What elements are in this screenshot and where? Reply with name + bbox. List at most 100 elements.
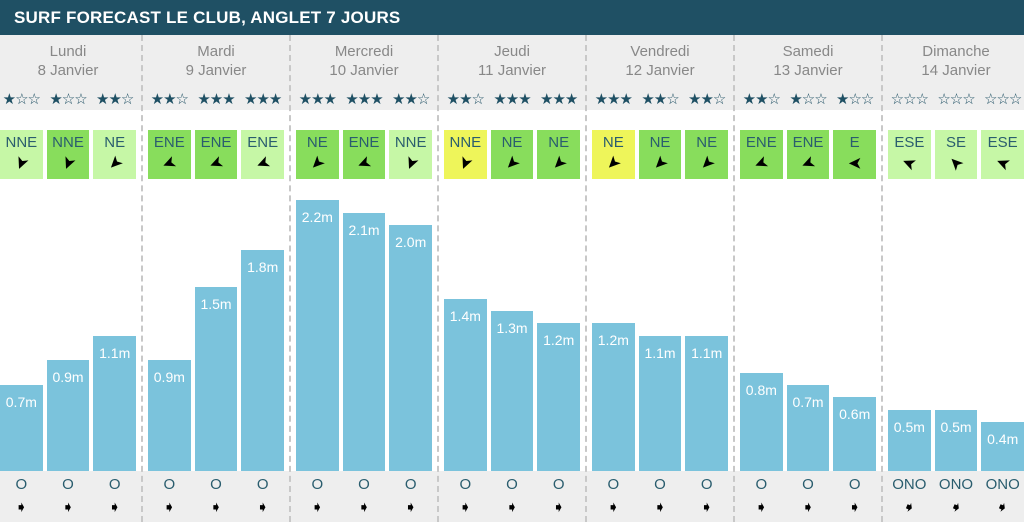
day-label: Lundi 8 Janvier xyxy=(0,42,136,80)
wind-direction-box: ENE ➤ xyxy=(786,130,830,179)
rating-stars: ★☆☆ xyxy=(49,91,87,108)
wind-arrow-icon: ➤ xyxy=(454,152,478,174)
wind-direction-box: NE ➤ xyxy=(638,130,682,179)
rating-stars: ★★★ xyxy=(594,91,633,108)
day-column: 0.7m 0.9m 1.1m Lundi 8 Janvier ★☆☆ ★☆☆ ★★☆ NNE ➤ N… xyxy=(0,35,143,522)
swell-direction-label: O xyxy=(552,476,565,493)
wind-direction-label: NE xyxy=(602,134,624,151)
swell-arrow-icon: ➧ xyxy=(700,499,713,516)
day-label: Mercredi 10 Janvier xyxy=(296,42,432,80)
wind-direction-label: ESE xyxy=(987,134,1018,151)
day-name: Dimanche xyxy=(922,43,990,60)
wind-direction-box: NE ➤ xyxy=(93,130,137,179)
swell-arrow-icon: ➧ xyxy=(848,499,861,516)
swell-direction-label: O xyxy=(358,476,370,493)
wind-arrow-icon: ➤ xyxy=(103,151,127,176)
wave-height-bar: 0.8m xyxy=(740,372,783,471)
rating-stars: ★★☆ xyxy=(96,91,134,108)
wind-direction-label: ENE xyxy=(348,134,380,151)
wind-direction-box: ENE ➤ xyxy=(194,130,238,179)
swell-direction-label: ONO xyxy=(892,476,927,493)
wind-arrow-icon: ➤ xyxy=(305,151,330,176)
rating-stars: ★★☆ xyxy=(688,91,726,108)
wind-arrow-icon: ➤ xyxy=(252,151,274,175)
swell-arrow-icon: ➧ xyxy=(993,497,1012,518)
wind-direction-box: ESE ➤ xyxy=(888,130,931,179)
wind-arrow-icon: ➤ xyxy=(500,151,525,176)
wind-direction-label: SE xyxy=(946,134,967,151)
wind-direction-box: ESE ➤ xyxy=(981,130,1024,179)
day-column: 1.2m 1.1m 1.1m Vendredi 12 Janvier ★★★ ★★☆ ★★☆ N… xyxy=(587,35,735,522)
wind-arrow-icon: ➤ xyxy=(205,151,227,175)
swell-arrow-icon: ➧ xyxy=(459,499,472,516)
wind-arrow-icon: ➤ xyxy=(695,151,719,176)
day-name: Vendredi xyxy=(630,43,690,60)
wind-direction-label: NE xyxy=(649,134,671,151)
wave-height-bar: 1.2m xyxy=(537,323,581,471)
wave-height-bar: 1.4m xyxy=(444,298,487,471)
swell-direction-band xyxy=(0,471,1024,522)
rating-stars: ★★★ xyxy=(298,91,337,108)
day-column: 0.5m 0.5m 0.4m Dimanche 14 Janvier ☆☆☆ ☆☆☆ ☆☆☆ E… xyxy=(883,35,1024,522)
swell-arrow-icon: ➧ xyxy=(404,499,417,516)
day-label: Vendredi 12 Janvier xyxy=(592,42,728,80)
wind-direction-label: ESE xyxy=(894,134,925,151)
swell-arrow-icon: ➧ xyxy=(311,499,324,516)
day-date: 8 Janvier xyxy=(37,62,99,79)
swell-arrow-icon: ➧ xyxy=(653,499,667,516)
page-title: SURF FORECAST LE CLUB, ANGLET 7 JOURS xyxy=(0,0,1024,35)
swell-arrow-icon: ➧ xyxy=(505,499,519,516)
wind-direction-box: NE ➤ xyxy=(537,130,581,179)
wind-direction-box: NNE ➤ xyxy=(444,130,487,179)
day-name: Mercredi xyxy=(334,43,394,60)
day-date: 10 Janvier xyxy=(329,62,399,79)
rating-stars: ★★☆ xyxy=(641,91,679,108)
swell-direction-label: O xyxy=(311,476,324,493)
wave-height-bar: 1.8m xyxy=(241,249,285,471)
wave-height-bar: 1.2m xyxy=(592,323,635,471)
day-header-band xyxy=(0,35,1024,110)
swell-direction-label: O xyxy=(700,476,713,493)
day-label: Mardi 9 Janvier xyxy=(148,42,284,80)
swell-direction-label: O xyxy=(654,476,666,493)
day-date: 12 Janvier xyxy=(625,62,695,79)
wave-height-bar: 2.2m xyxy=(296,200,339,471)
swell-arrow-icon: ➧ xyxy=(61,499,75,516)
wind-direction-label: NNE xyxy=(5,134,38,151)
wind-direction-label: NE xyxy=(306,134,328,151)
wind-direction-box: ENE ➤ xyxy=(740,130,783,179)
rating-stars: ★☆☆ xyxy=(2,91,41,108)
wind-direction-box: NE ➤ xyxy=(685,130,729,179)
wind-direction-label: ENE xyxy=(200,134,232,151)
wind-direction-label: ENE xyxy=(792,134,824,151)
swell-direction-label: O xyxy=(62,476,74,493)
wind-arrow-icon: ➤ xyxy=(159,151,180,175)
wind-direction-label: NNE xyxy=(394,134,427,151)
swell-direction-label: O xyxy=(848,476,861,493)
wind-arrow-icon: ➤ xyxy=(992,151,1013,175)
wave-height-bar: 1.1m xyxy=(93,335,137,471)
wave-height-bar: 1.5m xyxy=(194,286,238,471)
wind-direction-label: NNE xyxy=(52,134,84,151)
wind-direction-label: NE xyxy=(548,134,570,151)
wave-height-bar: 0.9m xyxy=(46,360,90,471)
swell-arrow-icon: ➧ xyxy=(900,497,919,518)
swell-direction-label: O xyxy=(163,476,176,493)
wave-height-bar: 2.1m xyxy=(342,212,386,471)
wind-direction-box: ENE ➤ xyxy=(342,130,386,179)
wind-direction-label: NE xyxy=(501,134,523,151)
wind-direction-box: NE ➤ xyxy=(592,130,635,179)
rating-stars: ★★☆ xyxy=(742,91,781,108)
day-name: Samedi xyxy=(782,43,834,60)
wind-arrow-icon: ➤ xyxy=(943,151,968,176)
swell-direction-label: O xyxy=(15,476,28,493)
wave-height-bar: 0.7m xyxy=(786,384,830,471)
swell-direction-label: ONO xyxy=(985,476,1020,493)
rating-stars: ★★☆ xyxy=(392,91,430,108)
swell-arrow-icon: ➧ xyxy=(946,497,965,518)
swell-arrow-icon: ➧ xyxy=(15,499,28,516)
wind-direction-box: SE ➤ xyxy=(934,130,978,179)
wind-direction-box: E ➤ xyxy=(833,130,877,179)
wind-direction-box: ENE ➤ xyxy=(241,130,285,179)
swell-arrow-icon: ➧ xyxy=(209,499,223,516)
